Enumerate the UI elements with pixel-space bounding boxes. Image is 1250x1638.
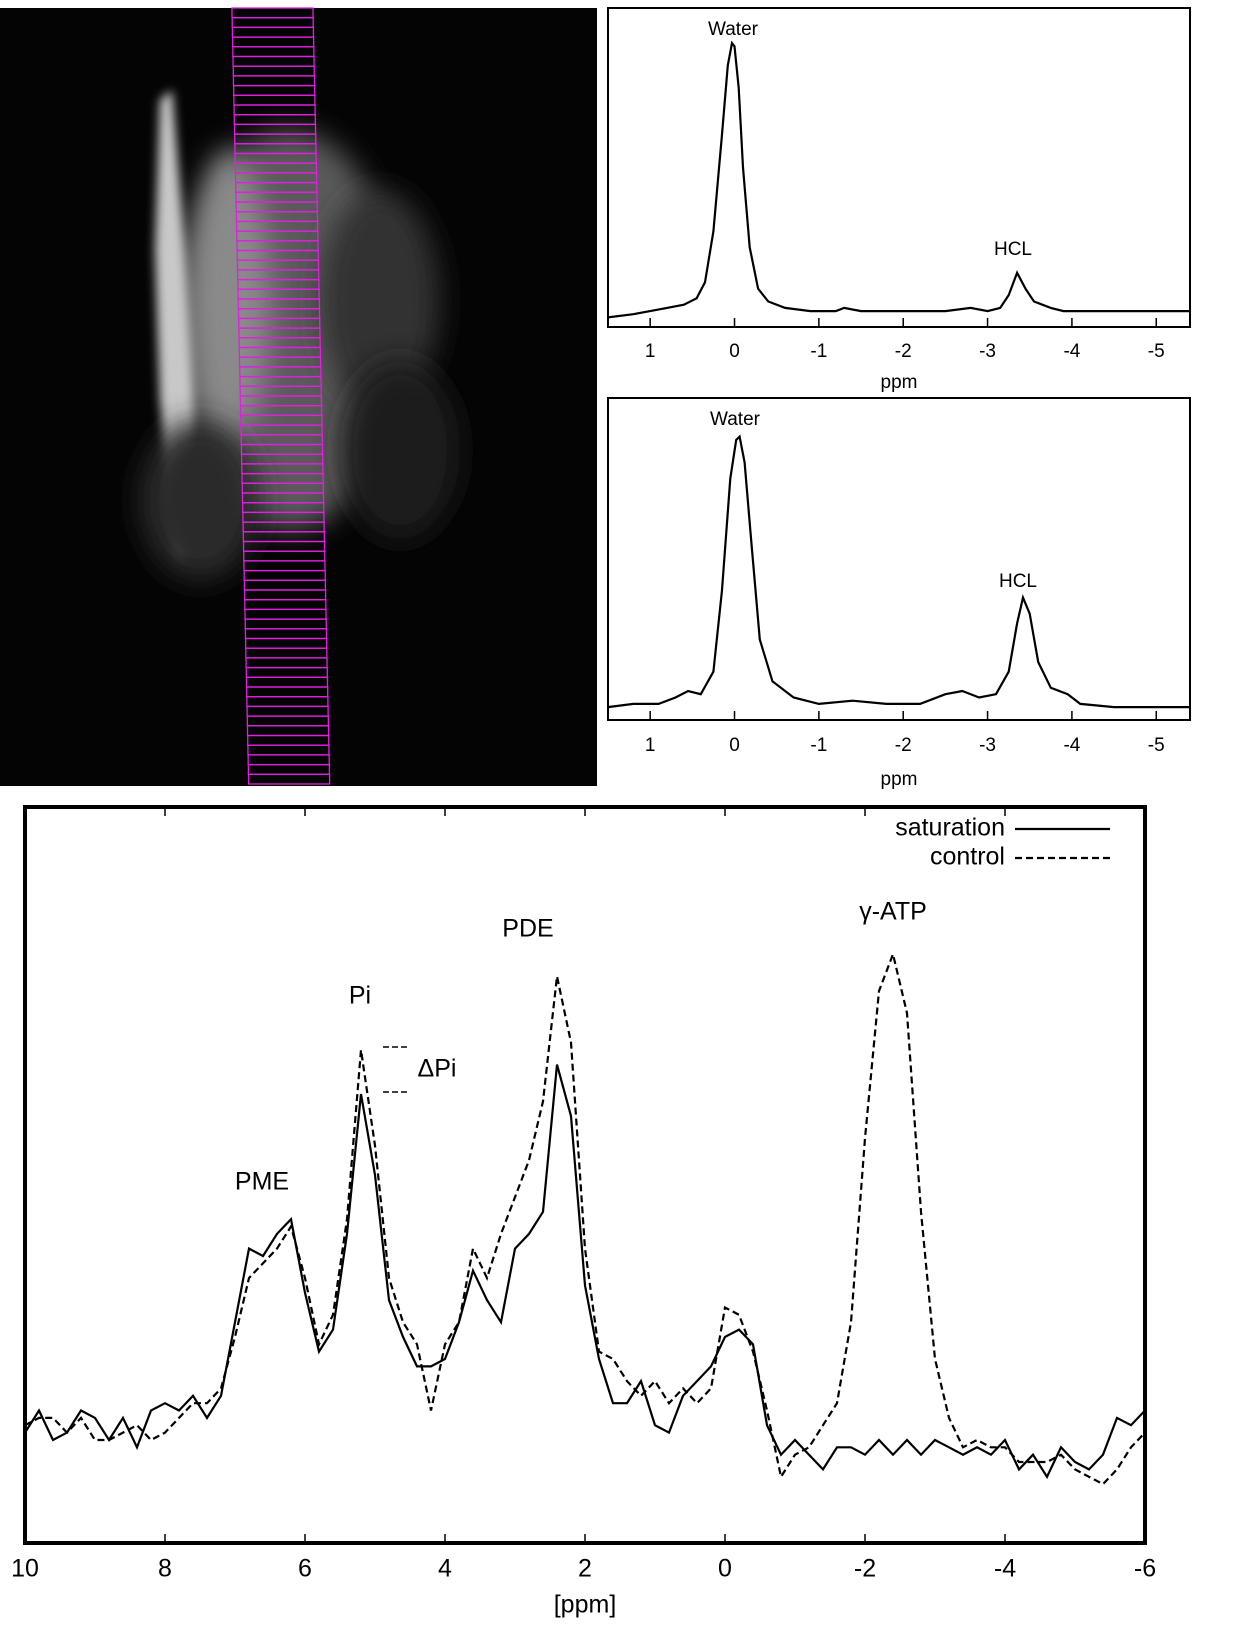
x-tick-label: -2	[854, 1555, 876, 1583]
x-tick-label: -4	[1063, 341, 1080, 362]
x-axis-label: ppm	[881, 769, 918, 790]
x-tick-label: -4	[1063, 735, 1080, 756]
x-axis-label: [ppm]	[554, 1591, 617, 1619]
x-tick-label: 0	[729, 735, 740, 756]
voxel-grid	[231, 7, 331, 785]
spectrum-line	[24, 1064, 1146, 1480]
legend-label: saturation	[895, 814, 1005, 842]
x-tick-label: -1	[810, 735, 827, 756]
tissue	[340, 360, 460, 540]
legend-label: control	[930, 843, 1005, 871]
spectrum-line	[607, 434, 1190, 709]
annotation: HCL	[994, 239, 1032, 260]
x-tick-label: -4	[994, 1555, 1016, 1583]
spectrum-line	[607, 40, 1190, 319]
annotation: PDE	[502, 915, 553, 943]
x-tick-label: -6	[1134, 1555, 1156, 1583]
annotation: Water	[710, 409, 761, 430]
spectrum-line	[24, 950, 1146, 1486]
x-tick-label: -3	[979, 735, 996, 756]
x-tick-label: -2	[895, 735, 912, 756]
tissue	[140, 420, 260, 580]
mri-image	[0, 8, 597, 786]
x-tick-label: 1	[645, 341, 656, 362]
annotation: ΔPi	[418, 1055, 457, 1083]
x-tick-label: 1	[645, 735, 656, 756]
x-tick-label: 10	[11, 1555, 39, 1583]
x-tick-label: 8	[158, 1555, 172, 1583]
annotation: γ-ATP	[859, 898, 927, 926]
x-axis-label: ppm	[881, 372, 918, 393]
x-tick-label: -5	[1148, 735, 1165, 756]
plot-frame	[23, 805, 1147, 1545]
x-tick-label: -2	[895, 341, 912, 362]
plot-frame	[607, 397, 1191, 721]
annotation: PME	[235, 1168, 289, 1196]
tissue	[190, 150, 270, 450]
tissue	[320, 190, 440, 410]
x-tick-label: -3	[979, 341, 996, 362]
x-tick-label: 2	[578, 1555, 592, 1583]
x-tick-label: 6	[298, 1555, 312, 1583]
annotation: Water	[708, 19, 759, 40]
plot-frame	[607, 7, 1191, 328]
x-tick-label: 0	[729, 341, 740, 362]
annotation: Pi	[349, 982, 371, 1010]
x-tick-label: 0	[718, 1555, 732, 1583]
x-tick-label: -1	[810, 341, 827, 362]
x-tick-label: 4	[438, 1555, 452, 1583]
x-tick-label: -5	[1148, 341, 1165, 362]
annotation: HCL	[999, 571, 1037, 592]
voxel	[247, 773, 331, 785]
